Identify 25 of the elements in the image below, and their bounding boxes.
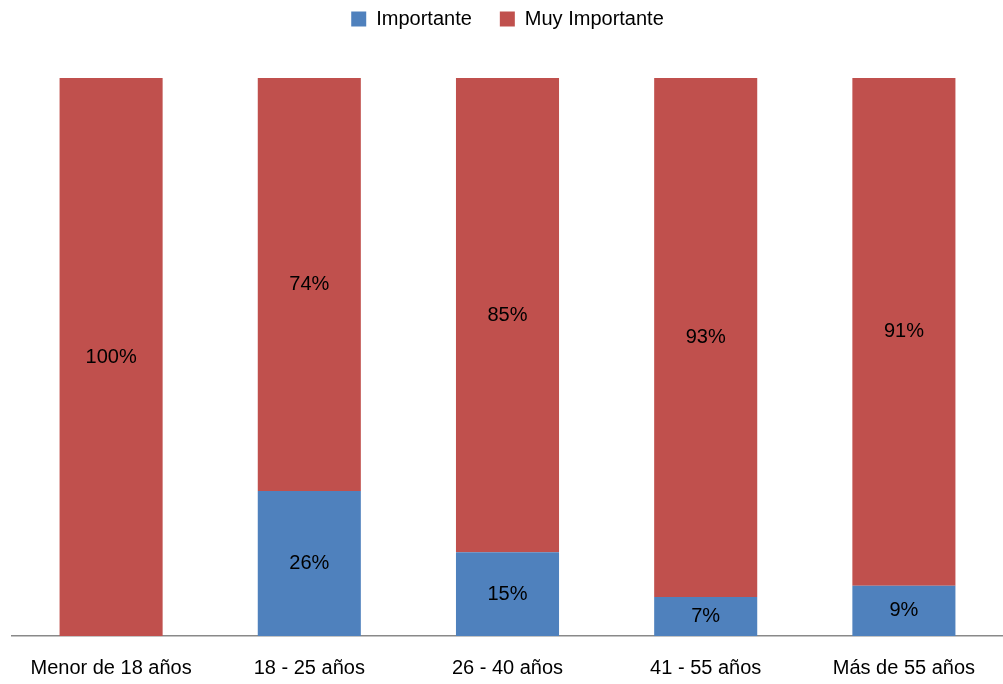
data-label: 93% (685, 324, 726, 347)
x-tick-label: 18 - 25 años (253, 655, 365, 678)
bar (59, 78, 163, 636)
data-label: 100% (85, 344, 137, 367)
bar (654, 596, 758, 636)
x-tick-label: 26 - 40 años (451, 655, 564, 678)
bar (455, 552, 560, 636)
data-label: 91% (883, 319, 925, 342)
data-label: 74% (289, 271, 330, 294)
x-tick-label: Menor de 18 años (30, 655, 192, 678)
bar (852, 78, 956, 586)
data-label: 7% (691, 603, 721, 626)
data-label: 15% (487, 581, 528, 604)
data-label: 9% (889, 598, 919, 621)
legend-label: Importante (376, 6, 472, 29)
bar (852, 585, 956, 636)
bar (257, 490, 361, 636)
bar (455, 78, 560, 553)
data-label: 26% (289, 550, 330, 573)
legend-label: Muy Importante (524, 6, 664, 29)
data-label: 85% (487, 302, 528, 325)
x-tick-label: Más de 55 años (832, 655, 976, 678)
bar (257, 78, 361, 491)
x-tick-label: 41 - 55 años (650, 655, 762, 678)
bar (654, 78, 758, 597)
